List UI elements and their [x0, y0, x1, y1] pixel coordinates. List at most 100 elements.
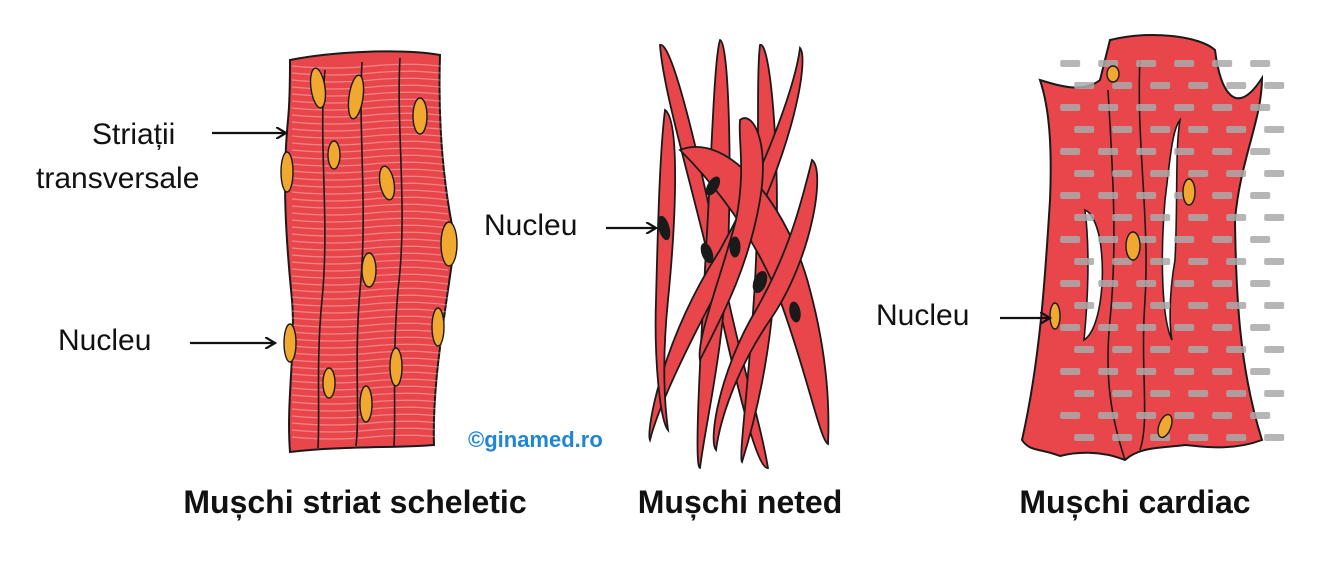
label-smooth-nucleus: Nucleu — [484, 209, 578, 242]
cardiac-nuclei — [1049, 65, 1196, 439]
label-striations-line1: Striații — [92, 118, 176, 151]
intercalated-disc — [1136, 60, 1157, 67]
intercalated-disc — [1226, 390, 1247, 397]
striation-line — [291, 308, 449, 314]
intercalated-disc — [1098, 192, 1119, 199]
intercalated-disc — [1074, 390, 1095, 397]
intercalated-disc — [1074, 346, 1095, 353]
intercalated-disc — [1212, 324, 1233, 331]
striation-line — [291, 322, 449, 328]
skeletal-muscle-illustration — [280, 50, 458, 454]
striation-line — [291, 126, 449, 132]
cardiac-muscle-branching-tissue — [1020, 34, 1264, 462]
intercalated-disc — [1150, 82, 1171, 89]
intercalated-disc — [1136, 368, 1157, 375]
intercalated-disc — [1226, 214, 1247, 221]
striation-line — [291, 196, 449, 202]
title-cardiac-muscle: Mușchi cardiac — [1019, 484, 1251, 520]
intercalated-disc — [1250, 192, 1271, 199]
intercalated-disc — [1098, 324, 1119, 331]
intercalated-disc — [1188, 126, 1209, 133]
striations — [291, 63, 449, 440]
smooth-muscle-illustration — [648, 39, 830, 469]
intercalated-disc — [1150, 126, 1171, 133]
striation-line — [291, 301, 449, 307]
intercalated-disc — [1112, 214, 1133, 221]
nucleus — [705, 176, 721, 196]
intercalated-disc — [1174, 280, 1195, 287]
intercalated-disc — [1250, 412, 1271, 419]
intercalated-disc — [1188, 346, 1209, 353]
intercalated-disc — [1060, 104, 1081, 111]
intercalated-disc — [1074, 126, 1095, 133]
striation-line — [291, 357, 449, 363]
intercalated-disc — [1212, 368, 1233, 375]
nucleus — [700, 242, 714, 264]
striation-line — [291, 385, 449, 391]
intercalated-disc — [1150, 258, 1171, 265]
striation-line — [291, 161, 449, 167]
intercalated-disc — [1174, 324, 1195, 331]
nucleus — [347, 74, 365, 120]
striation-line — [291, 434, 449, 440]
fiber-boundaries — [317, 57, 403, 449]
intercalated-disc — [1188, 170, 1209, 177]
nucleus — [322, 367, 336, 399]
intercalated-disc — [1212, 412, 1233, 419]
intercalated-disc — [1264, 390, 1285, 397]
intercalated-disc — [1098, 412, 1119, 419]
striation-line — [291, 336, 449, 342]
intercalated-disc — [1098, 280, 1119, 287]
striation-line — [291, 140, 449, 146]
nucleus — [657, 215, 671, 241]
intercalated-disc — [1264, 302, 1285, 309]
striation-line — [291, 217, 449, 223]
intercalated-disc — [1112, 82, 1133, 89]
intercalated-disc — [1264, 258, 1285, 265]
striation-line — [291, 329, 449, 335]
intercalated-disc — [1060, 324, 1081, 331]
intercalated-disc — [1136, 236, 1157, 243]
intercalated-disc — [1250, 148, 1271, 155]
cardiac-muscle-illustration — [1020, 34, 1285, 462]
striation-line — [291, 371, 449, 377]
striation-line — [291, 224, 449, 230]
intercalated-disc — [1112, 302, 1133, 309]
intercalated-disc — [1112, 346, 1133, 353]
intercalated-disc — [1074, 214, 1095, 221]
striation-line — [291, 427, 449, 433]
intercalated-disc — [1136, 324, 1157, 331]
striation-line — [291, 189, 449, 195]
nucleus — [440, 221, 458, 267]
intercalated-disc — [1112, 258, 1133, 265]
intercalated-disc — [1098, 60, 1119, 67]
nucleus — [431, 307, 445, 347]
nucleus — [1049, 302, 1061, 330]
intercalated-disc — [1250, 104, 1271, 111]
intercalated-disc — [1264, 434, 1285, 441]
intercalated-disc — [1098, 236, 1119, 243]
intercalated-disc — [1264, 126, 1285, 133]
intercalated-disc — [1060, 412, 1081, 419]
striation-line — [291, 392, 449, 398]
intercalated-disc — [1136, 148, 1157, 155]
nucleus — [1106, 65, 1120, 83]
striation-line — [291, 343, 449, 349]
striation-line — [291, 175, 449, 181]
intercalated-disc — [1174, 412, 1195, 419]
label-striations-line2: transversale — [36, 162, 200, 195]
intercalated-disc — [1112, 434, 1133, 441]
striation-line — [291, 168, 449, 174]
intercalated-disc — [1212, 280, 1233, 287]
intercalated-disc — [1226, 434, 1247, 441]
intercalated-disc — [1188, 82, 1209, 89]
intercalated-disc — [1112, 126, 1133, 133]
intercalated-disc — [1188, 434, 1209, 441]
nucleus — [283, 323, 297, 363]
striation-line — [291, 203, 449, 209]
nucleus — [280, 151, 294, 193]
intercalated-disc — [1212, 236, 1233, 243]
nucleus — [412, 97, 428, 135]
intercalated-disc — [1098, 368, 1119, 375]
intercalated-disc — [1188, 214, 1209, 221]
